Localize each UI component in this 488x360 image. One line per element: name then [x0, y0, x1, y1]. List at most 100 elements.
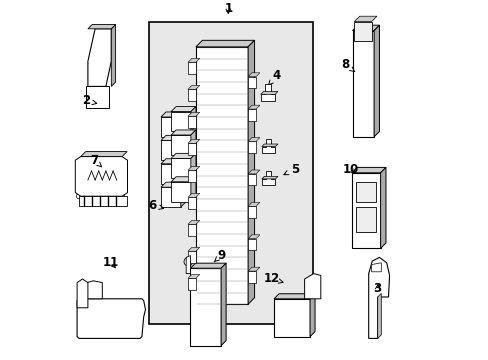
- Polygon shape: [247, 206, 256, 218]
- Polygon shape: [171, 135, 190, 155]
- Polygon shape: [187, 143, 196, 155]
- Text: 8: 8: [341, 58, 354, 72]
- Polygon shape: [181, 159, 185, 184]
- Polygon shape: [88, 29, 111, 86]
- Bar: [79, 196, 127, 206]
- Polygon shape: [260, 84, 275, 101]
- Polygon shape: [352, 25, 379, 31]
- Text: 7: 7: [90, 154, 102, 167]
- Polygon shape: [352, 31, 373, 137]
- Polygon shape: [187, 139, 200, 143]
- Polygon shape: [247, 174, 256, 185]
- Polygon shape: [196, 40, 254, 47]
- Polygon shape: [354, 16, 376, 22]
- Polygon shape: [247, 271, 256, 283]
- Polygon shape: [247, 138, 260, 141]
- Polygon shape: [187, 224, 196, 236]
- Polygon shape: [247, 141, 256, 153]
- Polygon shape: [273, 299, 309, 337]
- Polygon shape: [247, 170, 260, 174]
- Polygon shape: [77, 299, 145, 338]
- Circle shape: [183, 257, 192, 266]
- Text: 2: 2: [82, 94, 97, 107]
- Bar: [355, 182, 375, 202]
- Polygon shape: [111, 24, 115, 86]
- Polygon shape: [190, 263, 225, 268]
- Polygon shape: [187, 251, 196, 263]
- Polygon shape: [247, 202, 260, 206]
- Polygon shape: [190, 153, 196, 178]
- Polygon shape: [304, 274, 320, 299]
- Polygon shape: [161, 182, 185, 187]
- Polygon shape: [161, 112, 185, 117]
- Polygon shape: [196, 47, 247, 304]
- Text: 3: 3: [373, 282, 381, 294]
- Text: 5: 5: [284, 163, 299, 176]
- Polygon shape: [75, 157, 127, 196]
- Polygon shape: [260, 91, 277, 94]
- Polygon shape: [187, 116, 196, 128]
- Polygon shape: [187, 197, 196, 209]
- Polygon shape: [161, 164, 181, 184]
- Polygon shape: [190, 177, 196, 202]
- Polygon shape: [247, 267, 260, 271]
- Polygon shape: [351, 167, 385, 173]
- Polygon shape: [190, 107, 196, 131]
- Polygon shape: [187, 193, 200, 197]
- Polygon shape: [171, 153, 196, 158]
- Polygon shape: [247, 105, 260, 109]
- Polygon shape: [171, 107, 196, 112]
- Polygon shape: [171, 182, 190, 202]
- Polygon shape: [181, 135, 185, 160]
- Polygon shape: [187, 278, 196, 290]
- Polygon shape: [161, 135, 185, 140]
- Polygon shape: [187, 170, 196, 182]
- Polygon shape: [171, 112, 190, 131]
- Polygon shape: [171, 177, 196, 182]
- Polygon shape: [377, 293, 381, 338]
- Polygon shape: [186, 256, 190, 274]
- Polygon shape: [261, 176, 277, 179]
- Polygon shape: [88, 24, 115, 29]
- Polygon shape: [309, 294, 314, 337]
- Polygon shape: [187, 166, 200, 170]
- Polygon shape: [187, 247, 200, 251]
- Polygon shape: [181, 112, 185, 137]
- Polygon shape: [247, 73, 260, 77]
- Polygon shape: [247, 40, 254, 304]
- Bar: [354, 22, 371, 41]
- Polygon shape: [171, 130, 196, 135]
- Polygon shape: [187, 274, 200, 278]
- Polygon shape: [247, 109, 256, 121]
- Polygon shape: [380, 167, 385, 248]
- Polygon shape: [161, 117, 181, 137]
- Polygon shape: [86, 86, 109, 108]
- Text: 11: 11: [103, 256, 119, 269]
- Polygon shape: [371, 263, 381, 272]
- Polygon shape: [77, 279, 88, 308]
- Polygon shape: [161, 140, 181, 160]
- Text: 12: 12: [263, 273, 283, 285]
- Bar: [355, 207, 375, 232]
- Text: 1: 1: [224, 3, 232, 15]
- Text: 4: 4: [267, 69, 281, 85]
- Polygon shape: [368, 257, 389, 338]
- Polygon shape: [221, 263, 225, 346]
- Polygon shape: [187, 58, 200, 62]
- Polygon shape: [181, 182, 185, 207]
- Polygon shape: [161, 187, 181, 207]
- Polygon shape: [187, 112, 200, 116]
- Polygon shape: [373, 25, 379, 137]
- Polygon shape: [81, 152, 127, 157]
- Polygon shape: [190, 130, 196, 155]
- Polygon shape: [261, 171, 275, 185]
- Polygon shape: [187, 62, 196, 74]
- Polygon shape: [190, 268, 221, 346]
- Text: 9: 9: [214, 249, 225, 262]
- Polygon shape: [247, 77, 256, 88]
- Polygon shape: [351, 173, 380, 248]
- Polygon shape: [273, 294, 314, 299]
- Polygon shape: [261, 139, 275, 153]
- Polygon shape: [247, 239, 256, 250]
- Polygon shape: [187, 85, 200, 89]
